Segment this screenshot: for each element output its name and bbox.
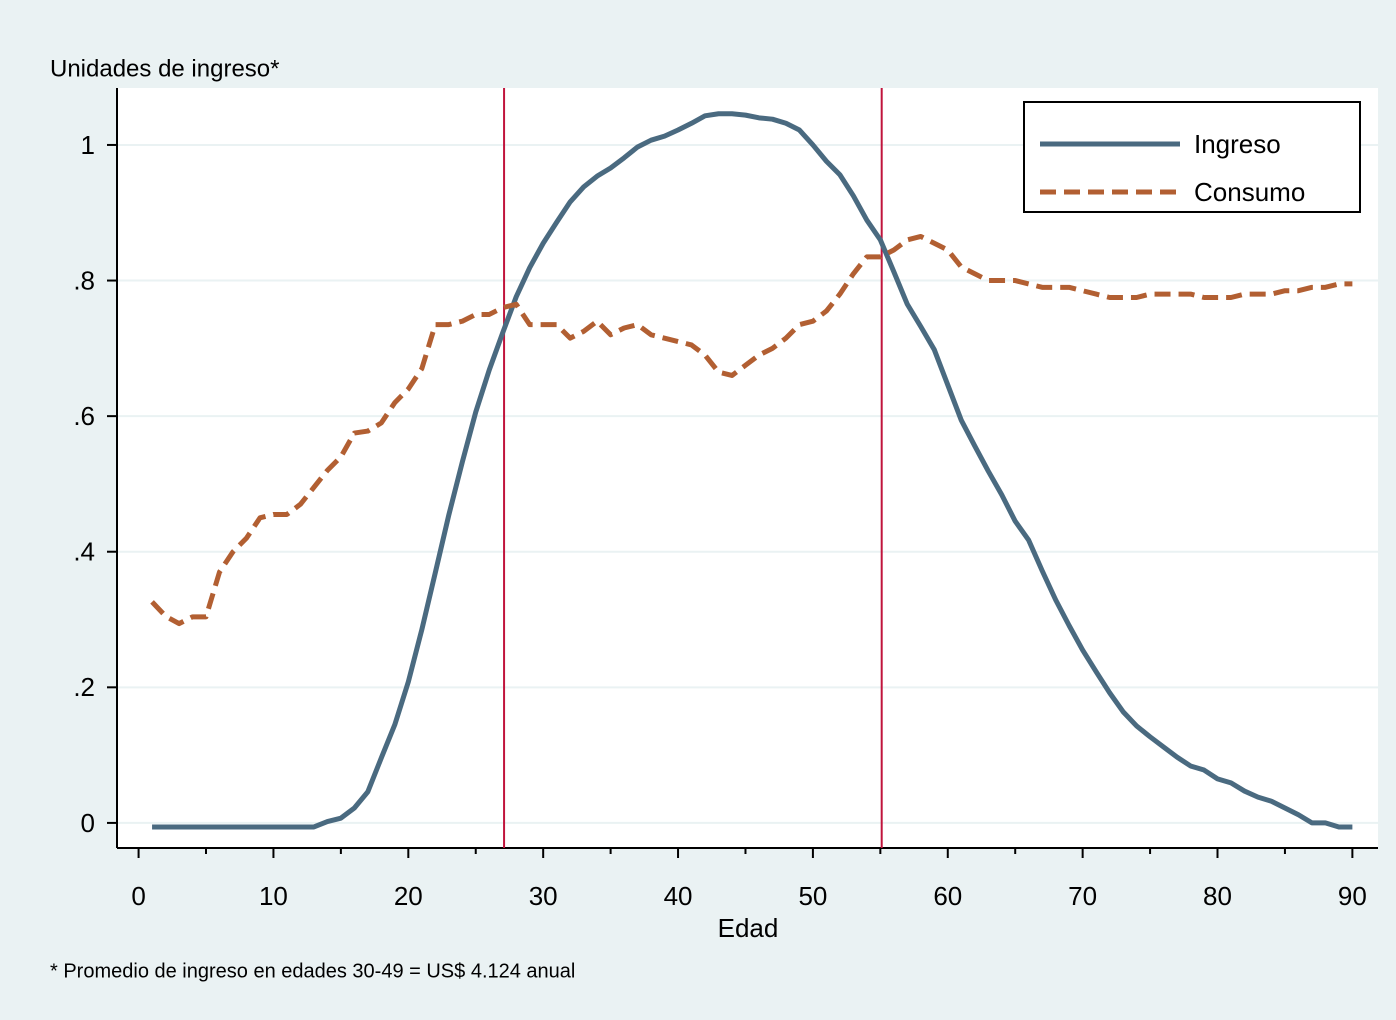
- legend-label: Consumo: [1194, 177, 1305, 207]
- legend-label: Ingreso: [1194, 129, 1281, 159]
- y-tick-label: .4: [73, 537, 95, 567]
- x-tick-label: 30: [529, 881, 558, 911]
- x-axis-title: Edad: [718, 913, 779, 943]
- footnote: * Promedio de ingreso en edades 30-49 = …: [50, 960, 575, 982]
- x-tick-label: 80: [1203, 881, 1232, 911]
- legend-box: [1023, 101, 1361, 213]
- y-tick-label: 1: [81, 130, 95, 160]
- data-line: [150, 233, 1353, 627]
- y-axis-title: Unidades de ingreso*: [50, 55, 280, 82]
- x-tick-label: 50: [798, 881, 827, 911]
- x-tick-label: 10: [259, 881, 288, 911]
- x-tick-label: 0: [131, 881, 145, 911]
- x-tick-label: 20: [394, 881, 423, 911]
- x-tick-label: 60: [933, 881, 962, 911]
- y-tick-label: .6: [73, 401, 95, 431]
- x-tick-label: 70: [1068, 881, 1097, 911]
- data-line: [152, 111, 1353, 830]
- x-tick-label: 40: [664, 881, 693, 911]
- y-tick-label: .2: [73, 672, 95, 702]
- y-tick-label: .8: [73, 265, 95, 295]
- y-tick-label: 0: [81, 808, 95, 838]
- x-tick-label: 90: [1338, 881, 1367, 911]
